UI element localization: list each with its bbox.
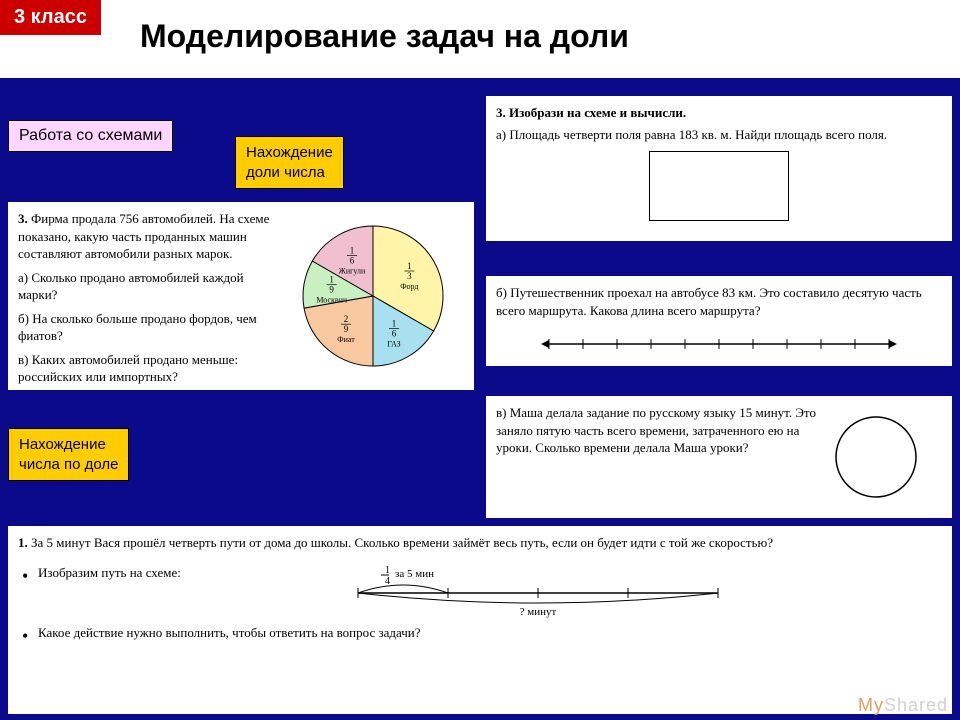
pie-chart: 13Форд16ГАЗ29Фиат19Москвич16Жигули — [288, 210, 458, 382]
svg-text:4: 4 — [385, 576, 390, 587]
task-num: 3. — [18, 211, 28, 226]
svg-text:ГАЗ: ГАЗ — [387, 339, 400, 348]
svg-text:1: 1 — [407, 261, 412, 271]
label-find-number-by-fraction: Нахождение числа по доле — [8, 428, 129, 481]
label-line: Нахождение — [19, 436, 106, 453]
label-line: доли числа — [246, 164, 325, 181]
svg-text:? минут: ? минут — [520, 606, 557, 618]
task-title: Изобрази на схеме и вычисли. — [509, 105, 686, 120]
task-cars-text: 3. Фирма продала 756 автомобилей. На схе… — [18, 210, 288, 382]
page-title: Моделирование задач на доли — [140, 18, 629, 55]
label-find-fraction-of-number: Нахождение доли числа — [235, 136, 344, 189]
header: 3 класс Моделирование задач на доли — [0, 0, 960, 78]
svg-text:9: 9 — [344, 324, 349, 334]
svg-text:Жигули: Жигули — [339, 267, 366, 276]
task-num: 3. — [496, 105, 506, 120]
arc-number-line: 14 за 5 мин ? минут — [318, 558, 758, 618]
task-q-c: в) Каких автомобилей продано меньше: рос… — [18, 351, 280, 386]
content-area: Работа со схемами Нахождение доли числа … — [0, 78, 960, 720]
task-vasya-li2: Какое действие нужно выполнить, чтобы от… — [18, 624, 942, 642]
svg-text:2: 2 — [344, 314, 349, 324]
task-q-b: б) На сколько больше продано фордов, чем… — [18, 310, 280, 345]
watermark-my: My — [858, 695, 884, 715]
svg-text:Москвич: Москвич — [316, 296, 347, 305]
svg-text:1: 1 — [350, 246, 355, 256]
task-scheme: 3. Изобрази на схеме и вычисли. а) Площа… — [486, 96, 952, 241]
svg-text:1: 1 — [329, 275, 334, 285]
label-line: числа по доле — [19, 456, 118, 473]
svg-text:6: 6 — [350, 256, 355, 266]
task-travel: б) Путешественник проехал на автобусе 83… — [486, 276, 952, 366]
svg-text:1: 1 — [385, 565, 390, 576]
watermark-shared: Shared — [884, 695, 948, 715]
grade-badge: 3 класс — [0, 0, 101, 35]
task-travel-b: б) Путешественник проехал на автобусе 83… — [496, 284, 942, 319]
task-scheme-a: а) Площадь четверти поля равна 183 кв. м… — [496, 126, 942, 144]
task-masha: в) Маша делала задание по русскому языку… — [486, 396, 952, 518]
svg-text:Форд: Форд — [400, 282, 418, 291]
svg-text:1: 1 — [392, 318, 397, 328]
task-vasya-li1: Изобразим путь на схеме: — [18, 564, 318, 582]
task-vasya-intro: За 5 минут Вася прошёл четверть пути от … — [31, 535, 773, 550]
number-line — [529, 329, 909, 359]
label-schemes: Работа со схемами — [8, 120, 173, 152]
watermark: MyShared — [858, 695, 948, 716]
svg-text:9: 9 — [329, 285, 334, 295]
task-vasya: 1. За 5 минут Вася прошёл четверть пути … — [8, 526, 952, 714]
svg-text:за 5 мин: за 5 мин — [395, 568, 434, 580]
circle-diagram — [816, 404, 936, 510]
task-masha-v: в) Маша делала задание по русскому языку… — [496, 404, 816, 457]
task-masha-text: в) Маша делала задание по русскому языку… — [496, 404, 816, 510]
task-intro: Фирма продала 756 автомобилей. На схеме … — [18, 211, 269, 261]
svg-text:3: 3 — [407, 271, 412, 281]
label-line: Нахождение — [246, 144, 333, 161]
task-cars: 3. Фирма продала 756 автомобилей. На схе… — [8, 202, 474, 390]
svg-text:6: 6 — [392, 328, 397, 338]
task-num: 1. — [18, 535, 28, 550]
rectangle-diagram — [649, 151, 789, 221]
svg-text:Фиат: Фиат — [337, 335, 355, 344]
task-q-a: а) Сколько продано автомобилей каждой ма… — [18, 269, 280, 304]
